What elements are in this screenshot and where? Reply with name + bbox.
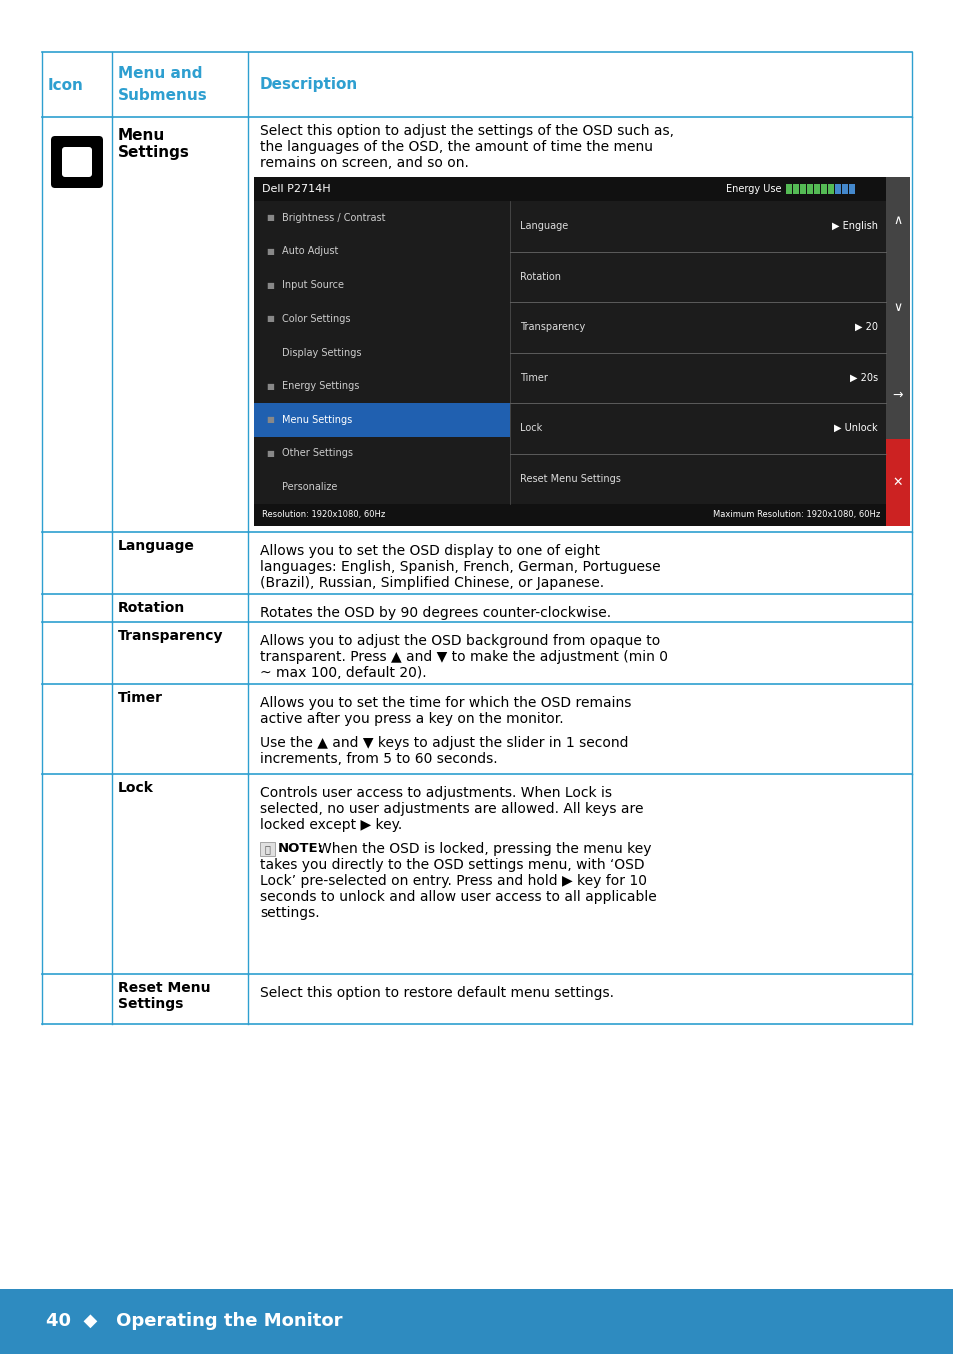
Text: Submenus: Submenus — [118, 88, 208, 103]
Text: Reset Menu Settings: Reset Menu Settings — [519, 474, 620, 483]
Bar — [253, 504, 885, 525]
Text: Rotation: Rotation — [118, 601, 185, 615]
Text: Settings: Settings — [118, 997, 183, 1011]
Text: Language: Language — [118, 539, 194, 552]
Bar — [885, 439, 909, 525]
Text: Lock: Lock — [118, 781, 153, 795]
Bar — [253, 177, 885, 200]
Text: Select this option to restore default menu settings.: Select this option to restore default me… — [260, 986, 614, 1001]
Text: remains on screen, and so on.: remains on screen, and so on. — [260, 156, 468, 171]
Text: selected, no user adjustments are allowed. All keys are: selected, no user adjustments are allowe… — [260, 802, 643, 816]
Text: ✕: ✕ — [892, 475, 902, 489]
Text: Rotation: Rotation — [519, 272, 560, 282]
Text: Energy Settings: Energy Settings — [282, 382, 359, 391]
Text: Language: Language — [519, 221, 568, 232]
Bar — [885, 352, 909, 439]
Text: active after you press a key on the monitor.: active after you press a key on the moni… — [260, 712, 563, 726]
Text: settings.: settings. — [260, 906, 319, 919]
Text: →: → — [892, 389, 902, 402]
Text: ∨: ∨ — [893, 302, 902, 314]
Bar — [806, 184, 812, 194]
Text: ■: ■ — [266, 314, 274, 324]
Text: Allows you to adjust the OSD background from opaque to: Allows you to adjust the OSD background … — [260, 634, 659, 649]
Bar — [821, 184, 826, 194]
Text: Rotates the OSD by 90 degrees counter-clockwise.: Rotates the OSD by 90 degrees counter-cl… — [260, 607, 611, 620]
Text: ~ max 100, default 20).: ~ max 100, default 20). — [260, 666, 426, 680]
Text: Select this option to adjust the settings of the OSD such as,: Select this option to adjust the setting… — [260, 125, 673, 138]
Text: ▶ English: ▶ English — [831, 221, 877, 232]
Text: Display Settings: Display Settings — [282, 348, 361, 357]
Text: ▶ Unlock: ▶ Unlock — [834, 424, 877, 433]
Text: ■: ■ — [266, 246, 274, 256]
Bar — [792, 184, 799, 194]
Bar — [813, 184, 820, 194]
Text: ∧: ∧ — [893, 214, 902, 227]
Text: Timer: Timer — [519, 372, 547, 383]
Text: seconds to unlock and allow user access to all applicable: seconds to unlock and allow user access … — [260, 890, 656, 904]
Text: 40  ◆   Operating the Monitor: 40 ◆ Operating the Monitor — [46, 1312, 342, 1331]
Text: Brightness / Contrast: Brightness / Contrast — [282, 213, 385, 223]
Text: ■: ■ — [266, 416, 274, 424]
Text: the languages of the OSD, the amount of time the menu: the languages of the OSD, the amount of … — [260, 139, 652, 154]
Text: NOTE:: NOTE: — [277, 842, 324, 856]
Text: ■: ■ — [266, 280, 274, 290]
Bar — [848, 184, 854, 194]
Bar — [253, 177, 885, 525]
Text: (Brazil), Russian, Simplified Chinese, or Japanese.: (Brazil), Russian, Simplified Chinese, o… — [260, 575, 603, 590]
Text: Settings: Settings — [118, 145, 190, 161]
Text: Lock: Lock — [519, 424, 541, 433]
Text: takes you directly to the OSD settings menu, with ‘OSD: takes you directly to the OSD settings m… — [260, 858, 644, 872]
Text: Allows you to set the OSD display to one of eight: Allows you to set the OSD display to one… — [260, 544, 599, 558]
Text: Transparency: Transparency — [118, 630, 223, 643]
Text: Resolution: 1920x1080, 60Hz: Resolution: 1920x1080, 60Hz — [262, 510, 385, 520]
Text: transparent. Press ▲ and ▼ to make the adjustment (min 0: transparent. Press ▲ and ▼ to make the a… — [260, 650, 667, 663]
Text: Color Settings: Color Settings — [282, 314, 350, 324]
Text: locked except ▶ key.: locked except ▶ key. — [260, 818, 402, 831]
Text: Timer: Timer — [118, 691, 163, 705]
Text: Controls user access to adjustments. When Lock is: Controls user access to adjustments. Whe… — [260, 787, 612, 800]
Text: Maximum Resolution: 1920x1080, 60Hz: Maximum Resolution: 1920x1080, 60Hz — [712, 510, 879, 520]
Bar — [785, 184, 791, 194]
Text: Dell P2714H: Dell P2714H — [262, 184, 331, 194]
Text: languages: English, Spanish, French, German, Portuguese: languages: English, Spanish, French, Ger… — [260, 561, 659, 574]
Text: ▶ 20: ▶ 20 — [854, 322, 877, 332]
FancyBboxPatch shape — [260, 842, 274, 856]
Text: Auto Adjust: Auto Adjust — [282, 246, 338, 256]
Text: Input Source: Input Source — [282, 280, 344, 290]
Bar — [800, 184, 805, 194]
Bar — [885, 177, 909, 264]
FancyBboxPatch shape — [62, 148, 91, 177]
FancyBboxPatch shape — [51, 135, 103, 188]
Text: Allows you to set the time for which the OSD remains: Allows you to set the time for which the… — [260, 696, 631, 709]
Text: Menu and: Menu and — [118, 66, 202, 81]
Text: Energy Use: Energy Use — [726, 184, 781, 194]
Bar — [0, 1289, 953, 1354]
Text: ■: ■ — [266, 382, 274, 391]
Bar — [253, 403, 510, 437]
Text: ▶ 20s: ▶ 20s — [849, 372, 877, 383]
Bar — [885, 264, 909, 352]
Text: Description: Description — [260, 77, 358, 92]
Bar — [834, 184, 841, 194]
Text: Use the ▲ and ▼ keys to adjust the slider in 1 second: Use the ▲ and ▼ keys to adjust the slide… — [260, 737, 628, 750]
Text: Reset Menu: Reset Menu — [118, 982, 211, 995]
Text: Personalize: Personalize — [282, 482, 337, 492]
Text: ■: ■ — [266, 450, 274, 458]
Text: Menu: Menu — [118, 127, 165, 142]
Text: Other Settings: Other Settings — [282, 448, 353, 459]
Text: 📋: 📋 — [264, 844, 270, 854]
Text: Icon: Icon — [48, 77, 84, 92]
Text: Lock’ pre-selected on entry. Press and hold ▶ key for 10: Lock’ pre-selected on entry. Press and h… — [260, 873, 646, 888]
Text: Transparency: Transparency — [519, 322, 584, 332]
Bar — [841, 184, 847, 194]
Text: Menu Settings: Menu Settings — [282, 414, 352, 425]
Bar — [827, 184, 833, 194]
Text: ■: ■ — [266, 214, 274, 222]
Text: increments, from 5 to 60 seconds.: increments, from 5 to 60 seconds. — [260, 751, 497, 766]
Text: When the OSD is locked, pressing the menu key: When the OSD is locked, pressing the men… — [317, 842, 651, 856]
